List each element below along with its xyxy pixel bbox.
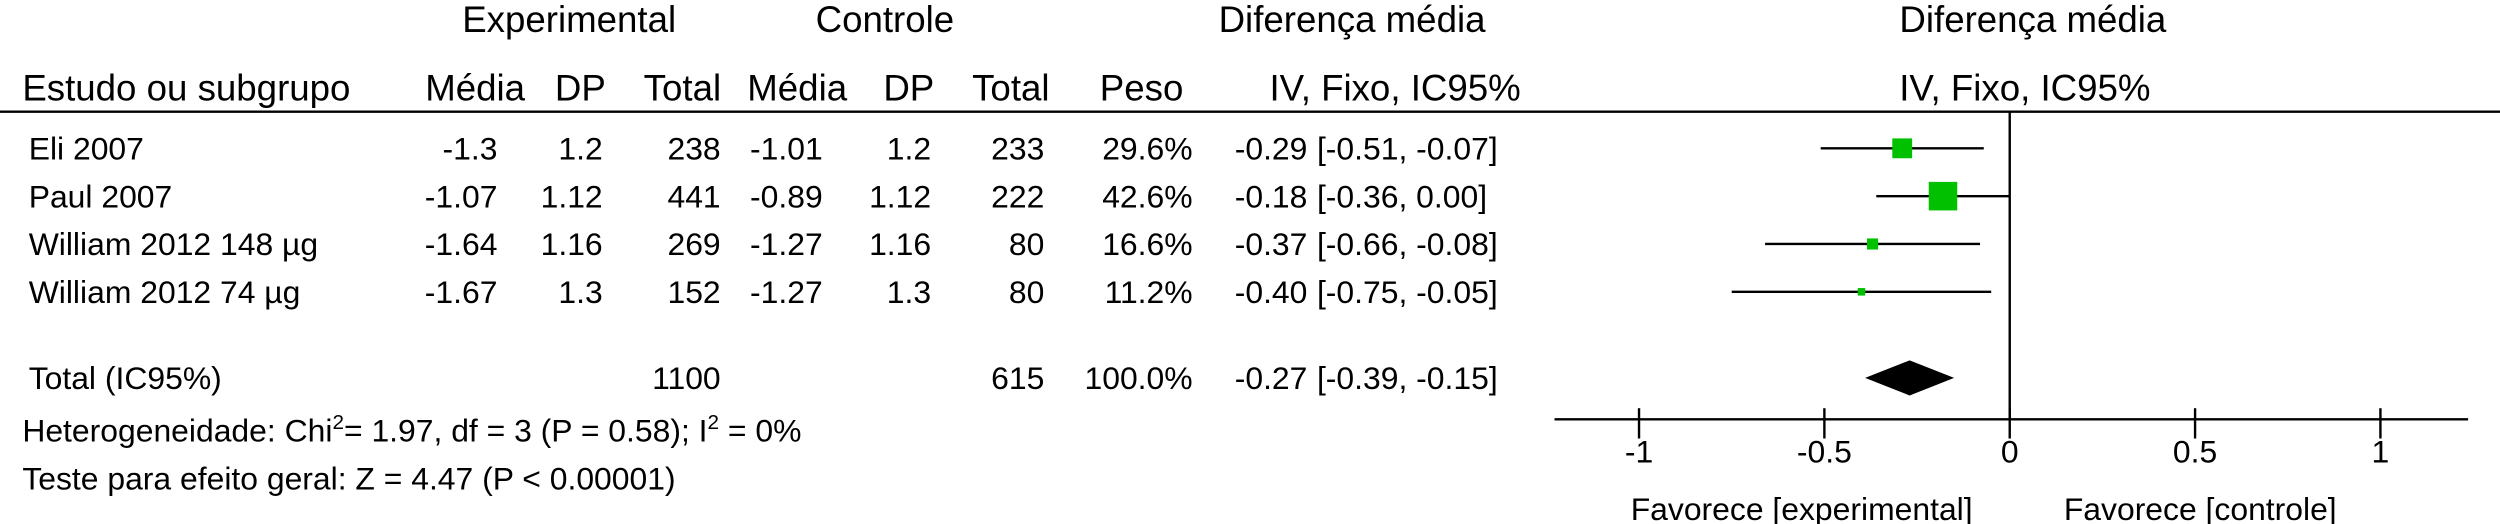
table-cell: -1.27 (750, 226, 823, 262)
effect-square (1857, 288, 1866, 296)
table-cell: -0.18 (1235, 178, 1308, 214)
group-header: Diferença média (1219, 0, 1487, 40)
group-header: Diferença média (1899, 0, 2167, 40)
table-cell: 1.12 (869, 178, 931, 214)
table-cell: -1.07 (425, 178, 498, 214)
table-cell: -0.27 (1235, 360, 1308, 396)
effect-square (1892, 138, 1913, 159)
column-header: Peso (1100, 67, 1184, 108)
group-header: Controle (816, 0, 955, 40)
x-label-left: Favorece [experimental] (1631, 491, 1973, 524)
table-cell: 42.6% (1102, 178, 1192, 214)
table-cell: 1100 (652, 360, 721, 396)
x-tick-label: -0.5 (1797, 433, 1852, 469)
heterogeneity: Heterogeneidade: Chi2= 1.97, df = 3 (P =… (22, 411, 801, 449)
table-cell: 222 (991, 178, 1044, 214)
table-cell: -1.01 (750, 130, 823, 166)
x-tick-label: 1 (2372, 433, 2390, 469)
ci-label: [-0.75, -0.05] (1317, 274, 1498, 310)
table-cell: -1.64 (425, 226, 498, 262)
column-header: Estudo ou subgrupo (22, 67, 350, 108)
table-cell: 1.12 (541, 178, 603, 214)
column-header: Total (644, 67, 721, 108)
table-cell: -0.29 (1235, 130, 1308, 166)
ci-label: [-0.36, 0.00] (1317, 178, 1487, 214)
study-name: William 2012 74 µg (29, 274, 301, 310)
table-cell: 16.6% (1102, 226, 1192, 262)
table-cell: -1.3 (443, 130, 498, 166)
table-cell: 11.2% (1105, 274, 1193, 310)
ci-label: [-0.39, -0.15] (1317, 360, 1498, 396)
effect-square (1928, 181, 1958, 211)
x-tick-label: -1 (1625, 433, 1653, 469)
group-header: Experimental (462, 0, 676, 40)
summary-diamond (1865, 360, 1955, 396)
table-cell: -0.89 (750, 178, 823, 214)
table-cell: 238 (667, 130, 720, 166)
column-header: IV, Fixo, IC95% (1269, 67, 1520, 108)
table-cell: 1.16 (869, 226, 931, 262)
table-cell: 233 (991, 130, 1044, 166)
study-name: Eli 2007 (29, 130, 144, 166)
table-cell: -0.37 (1235, 226, 1308, 262)
table-cell: 441 (667, 178, 720, 214)
table-cell: 100.0% (1084, 360, 1192, 396)
table-cell: 80 (1009, 274, 1044, 310)
effect-square (1867, 238, 1879, 250)
column-header: Média (425, 67, 525, 108)
x-tick-label: 0 (2001, 433, 2019, 469)
table-cell: -0.40 (1235, 274, 1308, 310)
table-cell: -1.27 (750, 274, 823, 310)
table-cell: 615 (991, 360, 1044, 396)
study-name: Paul 2007 (29, 178, 173, 214)
study-name: Total (IC95%) (29, 360, 222, 396)
x-tick-label: 0.5 (2173, 433, 2217, 469)
table-cell: 1.2 (887, 130, 931, 166)
x-label-right: Favorece [controle] (2064, 491, 2337, 524)
table-cell: 1.3 (887, 274, 931, 310)
table-cell: 1.16 (541, 226, 603, 262)
table-cell: 269 (667, 226, 720, 262)
table-cell: 152 (667, 274, 720, 310)
study-name: William 2012 148 µg (29, 226, 318, 262)
ci-label: [-0.66, -0.08] (1317, 226, 1498, 262)
ci-label: [-0.51, -0.07] (1317, 130, 1498, 166)
column-header: Média (747, 67, 847, 108)
column-header: DP (555, 67, 606, 108)
column-header: DP (883, 67, 934, 108)
table-cell: 1.3 (558, 274, 602, 310)
table-cell: 29.6% (1102, 130, 1192, 166)
table-cell: 1.2 (558, 130, 602, 166)
column-header: Total (972, 67, 1049, 108)
overall-test: Teste para efeito geral: Z = 4.47 (P < 0… (22, 461, 675, 497)
table-cell: 80 (1009, 226, 1044, 262)
table-cell: -1.67 (425, 274, 498, 310)
plot-method: IV, Fixo, IC95% (1899, 67, 2150, 108)
